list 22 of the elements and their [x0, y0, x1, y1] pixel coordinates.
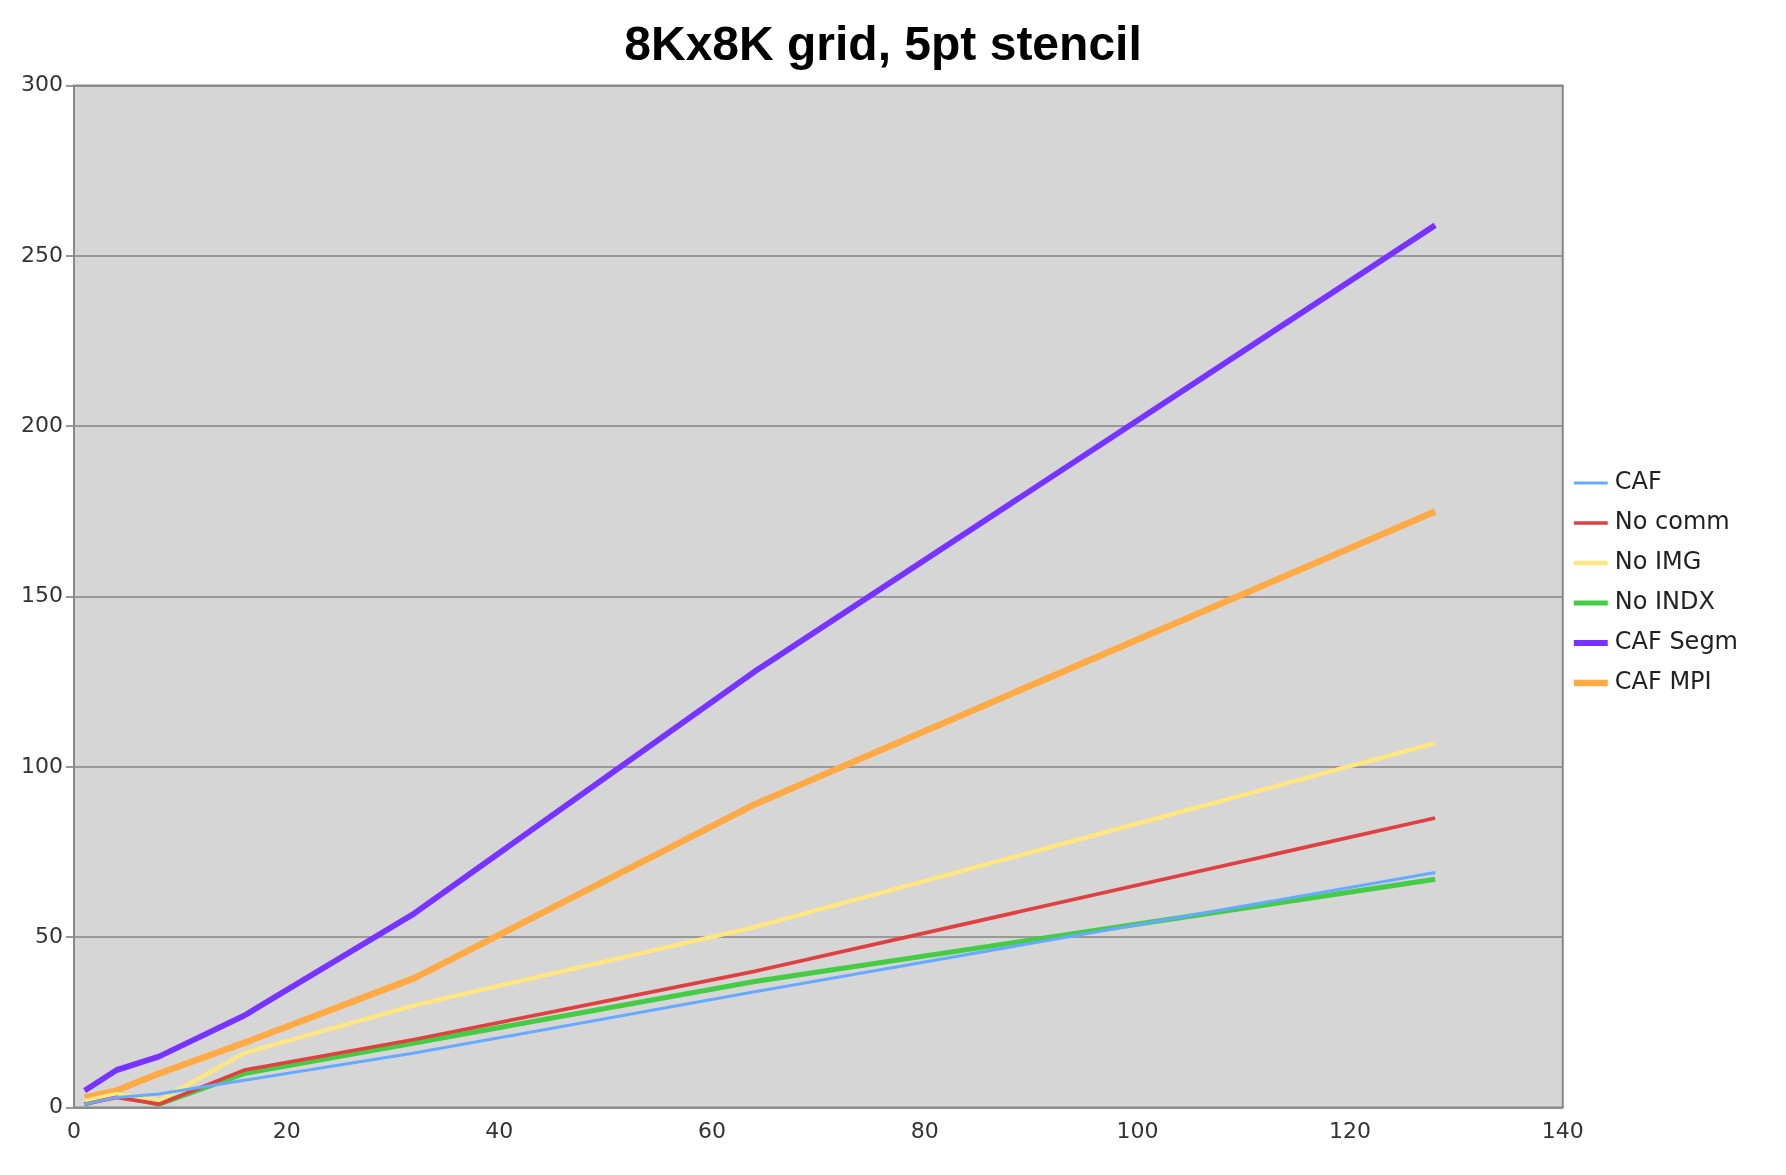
y-tick-label: 100	[20, 752, 63, 778]
legend-label: No comm	[1614, 507, 1730, 536]
legend-label: No IMG	[1614, 547, 1702, 576]
x-tick-label: 40	[485, 1117, 514, 1143]
y-tick-label: 0	[48, 1093, 63, 1119]
legend-label: CAF Segm	[1614, 627, 1739, 656]
legend-label: CAF	[1614, 467, 1662, 496]
x-tick-label: 0	[66, 1117, 81, 1143]
x-tick-label: 80	[910, 1117, 939, 1143]
x-tick-label: 60	[698, 1117, 727, 1143]
x-tick-label: 140	[1541, 1117, 1584, 1143]
legend-label: No INDX	[1614, 587, 1715, 616]
chart-title: 8Kx8K grid, 5pt stencil	[624, 17, 1142, 71]
x-tick-label: 120	[1329, 1117, 1372, 1143]
y-tick-label: 250	[20, 241, 63, 267]
y-tick-label: 300	[20, 71, 63, 97]
x-tick-label: 100	[1116, 1117, 1159, 1143]
x-tick-label: 20	[272, 1117, 301, 1143]
y-tick-label: 150	[20, 582, 63, 608]
y-tick-label: 50	[34, 922, 63, 948]
legend-label: CAF MPI	[1614, 667, 1712, 696]
y-tick-label: 200	[20, 411, 63, 437]
